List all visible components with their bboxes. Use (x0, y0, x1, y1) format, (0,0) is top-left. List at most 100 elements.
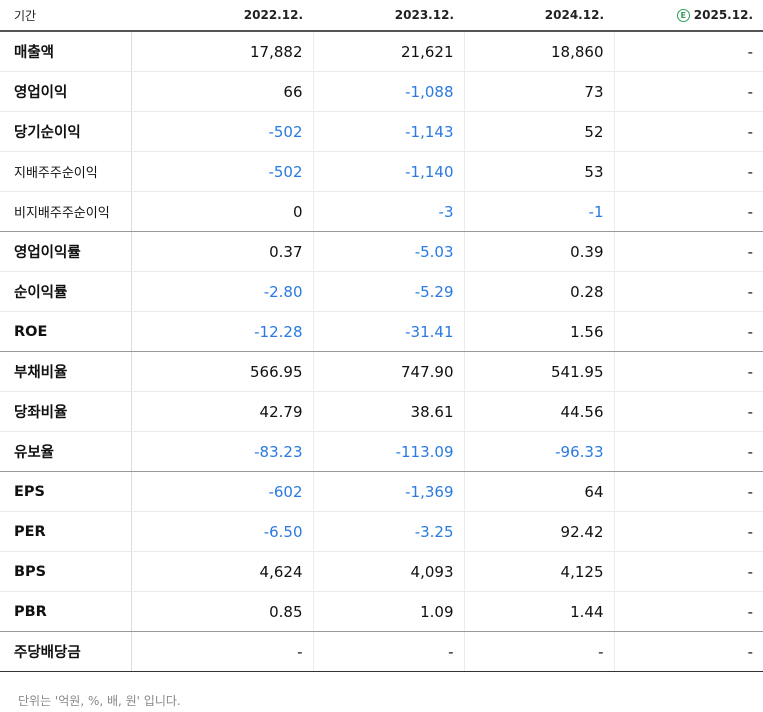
row-label: 영업이익 (0, 71, 132, 112)
period-2025-estimate: E 2025.12. (614, 0, 763, 32)
row-label: 당좌비율 (0, 391, 132, 432)
row-label: ROE (0, 311, 132, 352)
table-cell: - (613, 431, 763, 472)
table-cell: - (613, 271, 763, 312)
row-label: BPS (0, 551, 132, 592)
table-row: 영업이익률 0.37 -5.03 0.39- (0, 231, 763, 272)
table-row: 부채비율 566.95 747.90 541.95- (0, 351, 763, 392)
table-cell: 44.56 (463, 391, 614, 432)
table-cell: 1.09 (312, 591, 464, 632)
table-cell: - (613, 511, 763, 552)
table-cell: -31.41 (312, 311, 464, 352)
table-row: 당기순이익 -502 -1,143 52- (0, 111, 763, 152)
table-cell: - (463, 631, 614, 672)
table-cell: -5.03 (312, 231, 464, 272)
table-cell: - (613, 551, 763, 592)
table-cell: - (613, 471, 763, 512)
table-cell: 4,624 (130, 551, 313, 592)
table-row: ROE -12.28 -31.41 1.56- (0, 311, 763, 352)
row-label: PBR (0, 591, 132, 632)
table-cell: 0.37 (130, 231, 313, 272)
table-cell: 92.42 (463, 511, 614, 552)
table-cell: - (613, 351, 763, 392)
header-row: 기간 2022.12. 2023.12. 2024.12. E 2025.12. (0, 0, 763, 32)
unit-footnote: 단위는 '억원, %, 배, 원' 입니다. (18, 694, 181, 708)
table-row: BPS 4,624 4,093 4,125- (0, 551, 763, 592)
table-row: 비지배주주순이익 0 -3 -1- (0, 191, 763, 232)
row-label: PER (0, 511, 132, 552)
table-cell: 17,882 (130, 31, 313, 72)
table-cell: -602 (130, 471, 313, 512)
table-cell: - (613, 191, 763, 232)
row-label: EPS (0, 471, 132, 512)
table-cell: -502 (130, 111, 313, 152)
estimate-icon: E (676, 9, 690, 22)
table-cell: -12.28 (130, 311, 313, 352)
table-cell: 747.90 (312, 351, 464, 392)
table-cell: - (613, 71, 763, 112)
table-cell: -502 (130, 151, 313, 192)
table-cell: 4,125 (463, 551, 614, 592)
table-cell: 38.61 (312, 391, 464, 432)
table-row: 영업이익 66 -1,088 73- (0, 71, 763, 112)
period-header: 기간 (0, 0, 131, 32)
table-cell: -1,140 (312, 151, 464, 192)
row-label: 당기순이익 (0, 111, 132, 152)
table-cell: 1.56 (463, 311, 614, 352)
table-cell: -96.33 (463, 431, 614, 472)
table-cell: 541.95 (463, 351, 614, 392)
table-cell: -2.80 (130, 271, 313, 312)
table-cell: 18,860 (463, 31, 614, 72)
table-cell: 73 (463, 71, 614, 112)
table-cell: -1,369 (312, 471, 464, 512)
table-cell: 0.39 (463, 231, 614, 272)
table-cell: 21,621 (312, 31, 464, 72)
row-label: 유보율 (0, 431, 132, 472)
table-cell: 42.79 (130, 391, 313, 432)
table-cell: - (613, 631, 763, 672)
table-cell: -1,143 (312, 111, 464, 152)
table-cell: -3.25 (312, 511, 464, 552)
table-cell: 1.44 (463, 591, 614, 632)
table-cell: - (613, 591, 763, 632)
table-cell: - (613, 151, 763, 192)
row-label: 영업이익률 (0, 231, 132, 272)
table-cell: 53 (463, 151, 614, 192)
table-row: PER -6.50 -3.25 92.42- (0, 511, 763, 552)
table-cell: 66 (130, 71, 313, 112)
table-cell: -5.29 (312, 271, 464, 312)
row-label: 지배주주순이익 (0, 151, 132, 192)
table-cell: 566.95 (130, 351, 313, 392)
financial-table: 기간 2022.12. 2023.12. 2024.12. E 2025.12. … (0, 0, 763, 672)
table-row: 순이익률 -2.80 -5.29 0.28- (0, 271, 763, 312)
table-cell: 4,093 (312, 551, 464, 592)
table-row: 당좌비율 42.79 38.61 44.56- (0, 391, 763, 432)
table-cell: -6.50 (130, 511, 313, 552)
table-row: 지배주주순이익 -502 -1,140 53- (0, 151, 763, 192)
table-cell: - (312, 631, 464, 672)
period-2024: 2024.12. (464, 0, 614, 32)
table-cell: - (613, 31, 763, 72)
table-cell: -1,088 (312, 71, 464, 112)
period-2022: 2022.12. (131, 0, 313, 32)
period-2025-label: 2025.12. (693, 8, 753, 22)
table-cell: - (613, 311, 763, 352)
table-cell: 64 (463, 471, 614, 512)
row-label: 비지배주주순이익 (0, 191, 132, 232)
table-cell: -1 (463, 191, 614, 232)
table-cell: 0.28 (463, 271, 614, 312)
table-cell: - (130, 631, 313, 672)
table-cell: - (613, 111, 763, 152)
table-cell: - (613, 231, 763, 272)
table-row: 주당배당금 - - - - (0, 631, 763, 672)
table-cell: -3 (312, 191, 464, 232)
table-cell: -83.23 (130, 431, 313, 472)
table-row: 매출액 17,882 21,621 18,860- (0, 31, 763, 72)
table-cell: 0.85 (130, 591, 313, 632)
table-row: 유보율 -83.23 -113.09 -96.33- (0, 431, 763, 472)
row-label: 주당배당금 (0, 631, 132, 672)
row-label: 매출액 (0, 31, 132, 72)
table-row: PBR 0.85 1.09 1.44- (0, 591, 763, 632)
period-2023: 2023.12. (313, 0, 464, 32)
